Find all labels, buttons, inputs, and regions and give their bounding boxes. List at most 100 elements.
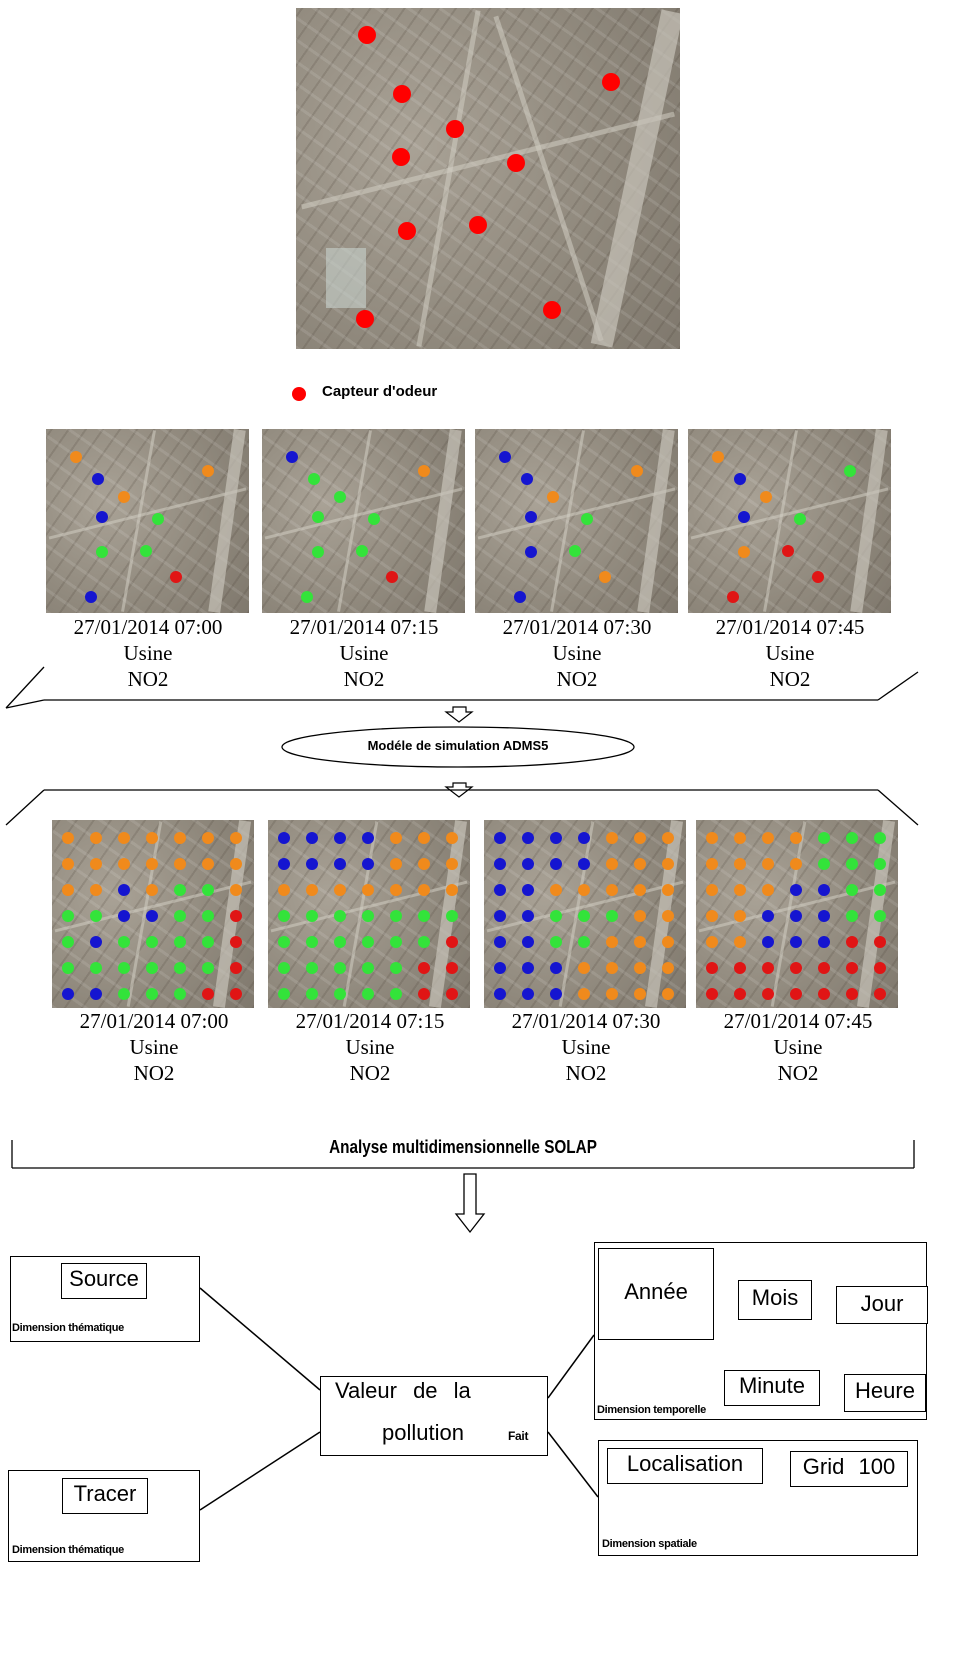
grid-concentration-dot <box>874 962 886 974</box>
grid-concentration-dot <box>446 988 458 1000</box>
grid-concentration-dot <box>606 884 618 896</box>
sensor-concentration-dot <box>525 546 537 558</box>
grid-concentration-dot <box>762 910 774 922</box>
frame-caption: 27/01/2014 07:30 Usine NO2 <box>465 614 689 692</box>
sensor-concentration-dot <box>760 491 772 503</box>
grid-concentration-dot <box>846 910 858 922</box>
grid-concentration-dot <box>202 962 214 974</box>
sensor-concentration-dot <box>547 491 559 503</box>
grid-concentration-dot <box>662 832 674 844</box>
grid-concentration-dot <box>278 832 290 844</box>
road <box>48 487 247 540</box>
grid-concentration-dot <box>634 884 646 896</box>
odor-sensor-dot <box>543 301 561 319</box>
fact-value-line1: Valeur de la <box>335 1378 471 1403</box>
grid-concentration-dot <box>762 884 774 896</box>
grid-concentration-dot <box>90 910 102 922</box>
sensor-concentration-dot <box>569 545 581 557</box>
sensor-concentration-dot <box>521 473 533 485</box>
grid-concentration-dot <box>146 936 158 948</box>
grid-concentration-dot <box>230 910 242 922</box>
grid-concentration-dot <box>230 832 242 844</box>
road <box>121 430 157 612</box>
grid-concentration-dot <box>202 832 214 844</box>
sensor-legend-marker <box>292 387 306 401</box>
grid-concentration-dot <box>578 832 590 844</box>
grid-concentration-dot <box>874 910 886 922</box>
grid-concentration-dot <box>634 988 646 1000</box>
grid-concentration-dot <box>522 988 534 1000</box>
grid-concentration-dot <box>762 858 774 870</box>
grid-concentration-dot <box>62 962 74 974</box>
grid-concentration-dot <box>62 884 74 896</box>
frame-caption-pollutant: NO2 <box>349 1061 391 1085</box>
frame-caption-pollutant: NO2 <box>127 667 169 691</box>
grid-concentration-dot <box>790 962 802 974</box>
grid-concentration-dot <box>202 910 214 922</box>
frame-caption-date: 27/01/2014 07:00 <box>73 615 223 639</box>
frame-caption-source: Usine <box>339 641 389 665</box>
frame-caption-date: 27/01/2014 07:15 <box>289 615 439 639</box>
frame-caption-date: 27/01/2014 07:45 <box>723 1009 873 1033</box>
grid-concentration-dot <box>90 988 102 1000</box>
grid-concentration-dot <box>734 832 746 844</box>
grid-concentration-dot <box>846 936 858 948</box>
sensor-concentration-dot <box>581 513 593 525</box>
grid-concentration-dot <box>762 832 774 844</box>
grid-concentration-dot <box>762 962 774 974</box>
road <box>207 429 246 613</box>
grid-concentration-dot <box>446 910 458 922</box>
tracer-level-box <box>62 1478 148 1514</box>
grid-concentration-dot <box>118 884 130 896</box>
grid-concentration-dot <box>278 910 290 922</box>
grid-concentration-dot <box>846 832 858 844</box>
grid-concentration-dot <box>390 962 402 974</box>
simulation-frame-caption: 27/01/2014 07:15 Usine NO2 <box>258 1008 482 1086</box>
grid-concentration-dot <box>846 884 858 896</box>
simulation-frame-caption: 27/01/2014 07:00 Usine NO2 <box>42 1008 266 1086</box>
grid-concentration-dot <box>874 832 886 844</box>
grid-concentration-dot <box>174 962 186 974</box>
grid-concentration-dot <box>446 962 458 974</box>
grid-concentration-dot <box>230 962 242 974</box>
minute-level-box <box>724 1370 820 1406</box>
grid-concentration-dot <box>662 962 674 974</box>
grid-concentration-dot <box>706 936 718 948</box>
grid-concentration-dot <box>306 988 318 1000</box>
grid-concentration-dot <box>62 832 74 844</box>
grid-concentration-dot <box>634 936 646 948</box>
grid-concentration-dot <box>306 832 318 844</box>
grid-concentration-dot <box>362 858 374 870</box>
grid-concentration-dot <box>278 988 290 1000</box>
grid-concentration-dot <box>306 910 318 922</box>
grid-concentration-dot <box>334 884 346 896</box>
frame-caption-pollutant: NO2 <box>556 667 598 691</box>
grid-concentration-dot <box>418 910 430 922</box>
grid-concentration-dot <box>706 858 718 870</box>
source-level-label: Source <box>69 1266 139 1291</box>
sensor-concentration-dot <box>712 451 724 463</box>
grid-concentration-dot <box>818 910 830 922</box>
grid-concentration-dot <box>62 988 74 1000</box>
grid-concentration-dot <box>146 988 158 1000</box>
grid-concentration-dot <box>550 832 562 844</box>
grid-concentration-dot <box>334 936 346 948</box>
grid-concentration-dot <box>578 962 590 974</box>
grid-concentration-dot <box>846 988 858 1000</box>
grid-concentration-dot <box>146 832 158 844</box>
source-level-box <box>61 1263 147 1299</box>
frame-caption-pollutant: NO2 <box>777 1061 819 1085</box>
grid-concentration-dot <box>734 858 746 870</box>
grid-concentration-dot <box>606 962 618 974</box>
day-level-box <box>836 1286 928 1324</box>
month-level-label: Mois <box>751 1285 799 1310</box>
grid-concentration-dot <box>174 936 186 948</box>
grid-concentration-dot <box>494 936 506 948</box>
road <box>477 487 676 540</box>
grid-concentration-dot <box>90 884 102 896</box>
grid-concentration-dot <box>390 858 402 870</box>
sensor-concentration-dot <box>782 545 794 557</box>
grid-concentration-dot <box>362 884 374 896</box>
frame-caption-source: Usine <box>552 641 602 665</box>
